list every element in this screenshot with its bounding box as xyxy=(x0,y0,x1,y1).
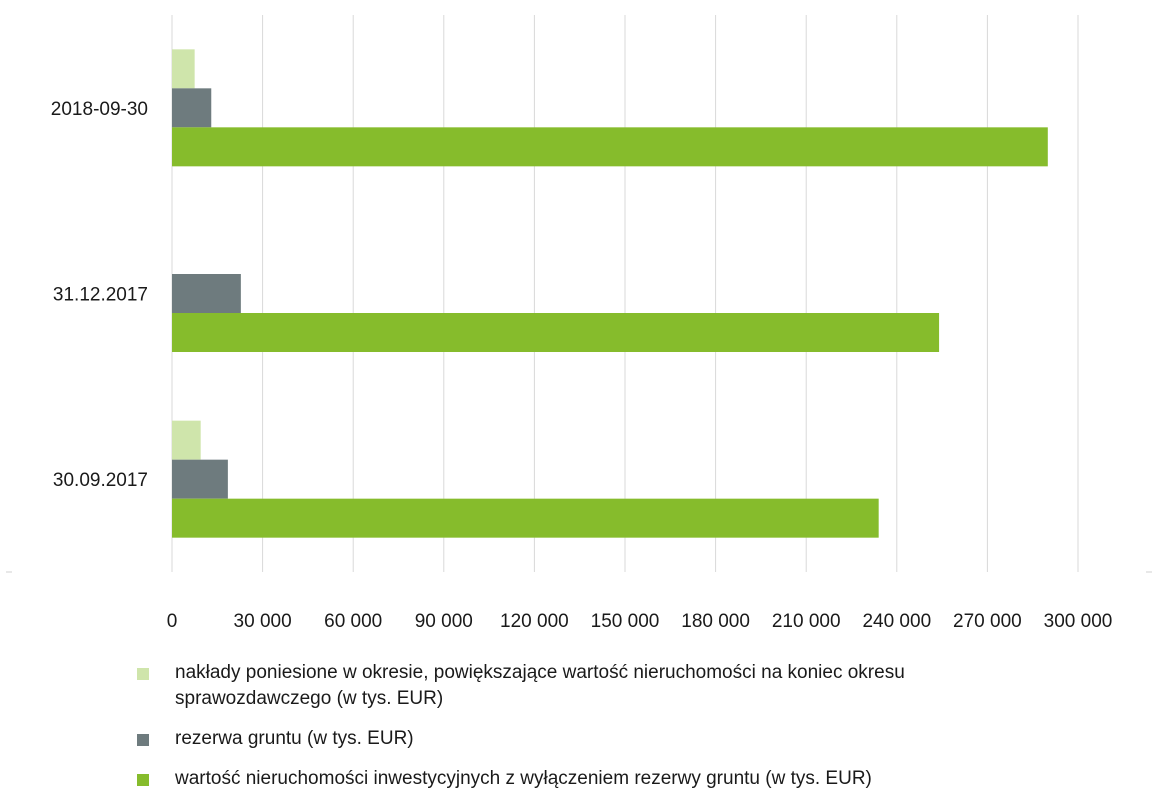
x-tick-label: 90 000 xyxy=(415,611,473,632)
legend-swatch-rezerwa xyxy=(137,734,149,746)
legend-swatch-wartosc xyxy=(137,774,149,786)
legend: nakłady poniesione w okresie, powiększaj… xyxy=(137,660,1037,806)
legend-label-naklady: nakłady poniesione w okresie, powiększaj… xyxy=(175,662,905,709)
x-tick-label: 150 000 xyxy=(591,611,660,632)
x-axis-labels: 0 30 000 60 000 90 000 120 000 150 000 180 000… xyxy=(167,611,1113,632)
bar xyxy=(172,127,1048,167)
bar xyxy=(172,420,201,460)
bar xyxy=(172,313,940,352)
y-axis-labels: 2018-09-30 31.12.2017 30.09.2017 xyxy=(51,99,148,491)
x-tick-label: 60 000 xyxy=(324,611,382,632)
legend-swatch-naklady xyxy=(137,668,149,680)
bar xyxy=(172,88,212,128)
bars xyxy=(172,49,1048,538)
x-tick-label: 120 000 xyxy=(500,611,569,632)
legend-item-wartosc: wartość nieruchomości inwestycyjnych z w… xyxy=(137,766,1037,792)
bar xyxy=(172,459,228,499)
bar-chart: 2018-09-30 31.12.2017 30.09.2017 0 30 000 60… xyxy=(6,15,1152,632)
x-tick-label: 240 000 xyxy=(862,611,931,632)
x-tick-label: 300 000 xyxy=(1044,611,1113,632)
x-tick-label: 30 000 xyxy=(234,611,292,632)
y-category-label: 30.09.2017 xyxy=(53,470,148,491)
y-category-label: 2018-09-30 xyxy=(51,99,148,120)
x-tick-label: 270 000 xyxy=(953,611,1022,632)
legend-label-rezerwa: rezerwa gruntu (w tys. EUR) xyxy=(175,728,414,749)
x-tick-label: 0 xyxy=(167,611,178,632)
bar xyxy=(172,274,241,313)
legend-item-naklady: nakłady poniesione w okresie, powiększaj… xyxy=(137,660,1037,712)
bar xyxy=(172,498,879,538)
y-category-label: 31.12.2017 xyxy=(53,285,148,306)
legend-item-rezerwa: rezerwa gruntu (w tys. EUR) xyxy=(137,726,1037,752)
x-tick-label: 210 000 xyxy=(772,611,841,632)
x-tick-label: 180 000 xyxy=(681,611,750,632)
bar xyxy=(172,49,195,89)
gridlines xyxy=(171,15,1079,572)
legend-label-wartosc: wartość nieruchomości inwestycyjnych z w… xyxy=(175,768,872,789)
